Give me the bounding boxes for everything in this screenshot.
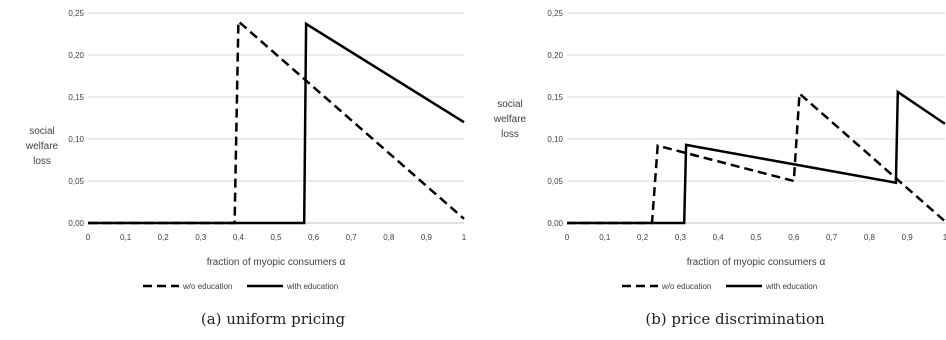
x-tick-label: 0,9 xyxy=(421,233,433,242)
x-tick-label: 0,8 xyxy=(383,233,395,242)
x-tick-label: 0,6 xyxy=(788,233,800,242)
x-tick-label: 0,7 xyxy=(826,233,838,242)
x-tick-label: 1 xyxy=(943,233,946,242)
panel-caption: (a) uniform pricing xyxy=(201,310,346,328)
x-tick-label: 0,2 xyxy=(158,233,170,242)
x-tick-label: 0,5 xyxy=(750,233,762,242)
x-tick-label: 0,4 xyxy=(233,233,245,242)
series-line-with-education xyxy=(88,21,465,225)
y-tick-label: 0,05 xyxy=(547,177,563,186)
legend-label: with education xyxy=(765,282,817,291)
x-tick-label: 0,1 xyxy=(120,233,132,242)
x-tick-label: 0 xyxy=(86,233,91,242)
chart-panel-uniform-pricing: 0,00 0,05 0,10 0,15 0,20 0,25 0 0,1 0,2 0,3 0,4 0,5… xyxy=(25,9,467,328)
y-tick-label: 0,25 xyxy=(547,9,563,18)
y-tick-label: 0,25 xyxy=(68,9,84,18)
panel-caption: (b) price discrimination xyxy=(645,310,825,328)
x-axis-label: fraction of myopic consumers α xyxy=(687,257,826,268)
x-tick-label: 0 xyxy=(565,233,570,242)
x-tick-label: 0,7 xyxy=(346,233,358,242)
series-line-with-education xyxy=(567,89,946,225)
y-tick-label: 0,20 xyxy=(547,51,563,60)
x-tick-label: 0,3 xyxy=(675,233,687,242)
y-axis-label: welfare xyxy=(25,141,59,152)
x-tick-label: 0,6 xyxy=(308,233,320,242)
chart-panel-price-discrimination: 0,00 0,05 0,10 0,15 0,20 0,25 0 0,1 0,2 0,3 0,4 0,5… xyxy=(493,9,946,328)
y-tick-label: 0,10 xyxy=(68,135,84,144)
y-tick-label: 0,20 xyxy=(68,51,84,60)
y-axis-label: loss xyxy=(33,156,51,167)
x-tick-label: 0,8 xyxy=(864,233,876,242)
y-tick-label: 0,15 xyxy=(547,93,563,102)
y-axis-label: loss xyxy=(501,129,519,140)
y-axis-label: social xyxy=(497,99,523,110)
y-axis-label: welfare xyxy=(493,114,527,125)
legend-label: with education xyxy=(286,282,338,291)
series-line-without-education xyxy=(88,18,465,225)
legend-label: w/o education xyxy=(182,282,232,291)
y-tick-label: 0,15 xyxy=(68,93,84,102)
y-tick-label: 0,10 xyxy=(547,135,563,144)
x-tick-label: 0,3 xyxy=(195,233,207,242)
x-tick-label: 0,5 xyxy=(270,233,282,242)
y-tick-label: 0,00 xyxy=(68,219,84,228)
x-tick-label: 0,9 xyxy=(902,233,914,242)
x-tick-label: 1 xyxy=(462,233,467,242)
y-tick-label: 0,00 xyxy=(547,219,563,228)
x-tick-label: 0,4 xyxy=(713,233,725,242)
legend-label: w/o education xyxy=(661,282,711,291)
y-tick-label: 0,05 xyxy=(68,177,84,186)
y-axis-label: social xyxy=(29,126,55,137)
x-tick-label: 0,2 xyxy=(637,233,649,242)
x-tick-label: 0,1 xyxy=(599,233,611,242)
x-axis-label: fraction of myopic consumers α xyxy=(207,257,346,268)
